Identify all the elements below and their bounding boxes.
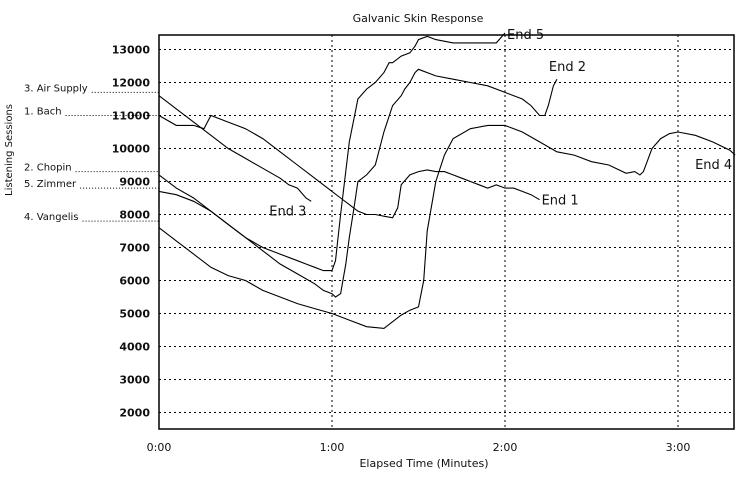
session-label: 5. Zimmer bbox=[24, 179, 77, 190]
y-tick-label: 12000 bbox=[112, 77, 151, 90]
series-end-label: End 1 bbox=[542, 194, 579, 209]
x-axis-label: Elapsed Time (Minutes) bbox=[359, 457, 488, 470]
x-tick-label: 0:00 bbox=[147, 441, 172, 454]
series-line bbox=[158, 32, 506, 272]
y-tick-label: 7000 bbox=[119, 242, 150, 255]
series-line bbox=[158, 124, 736, 329]
session-label: 4. Vangelis bbox=[24, 212, 79, 223]
y-tick-label: 5000 bbox=[119, 308, 150, 321]
x-tick-labels: 0:00 1:00 2:00 3:00 bbox=[147, 441, 691, 454]
y-tick-labels: 2000 3000 4000 5000 6000 7000 8000 9000 10000 110… bbox=[112, 44, 151, 420]
y-tick-label: 9000 bbox=[119, 176, 150, 189]
y-tick-label: 8000 bbox=[119, 209, 150, 222]
session-label: 2. Chopin bbox=[24, 163, 72, 174]
x-tick-label: 1:00 bbox=[320, 441, 345, 454]
chart-title: Galvanic Skin Response bbox=[353, 12, 484, 25]
y-tick-label: 3000 bbox=[119, 374, 150, 387]
series-end-label: End 2 bbox=[549, 60, 586, 75]
series-line bbox=[158, 114, 540, 219]
session-label: 3. Air Supply bbox=[24, 83, 88, 94]
series-end-label: End 3 bbox=[269, 204, 306, 219]
y-axis-label: Listening Sessions bbox=[4, 104, 15, 196]
series-end-label: End 4 bbox=[695, 158, 732, 173]
series-lines bbox=[158, 32, 736, 329]
y-tick-label: 6000 bbox=[119, 275, 150, 288]
series-line bbox=[158, 95, 312, 202]
y-tick-label: 4000 bbox=[119, 341, 150, 354]
session-label: 1. Bach bbox=[24, 107, 62, 118]
x-tick-label: 3:00 bbox=[666, 441, 691, 454]
y-tick-label: 13000 bbox=[112, 44, 151, 57]
y-tick-label: 10000 bbox=[112, 143, 151, 156]
x-tick-label: 2:00 bbox=[493, 441, 518, 454]
y-tick-label: 11000 bbox=[112, 110, 151, 123]
series-line bbox=[158, 68, 558, 298]
grid-lines bbox=[159, 35, 734, 429]
plot-frame bbox=[158, 34, 735, 430]
session-labels: 3. Air Supply 1. Bach 2. Chopin 5. Zimmer 4.… bbox=[24, 83, 159, 223]
y-tick-label: 2000 bbox=[119, 407, 150, 420]
